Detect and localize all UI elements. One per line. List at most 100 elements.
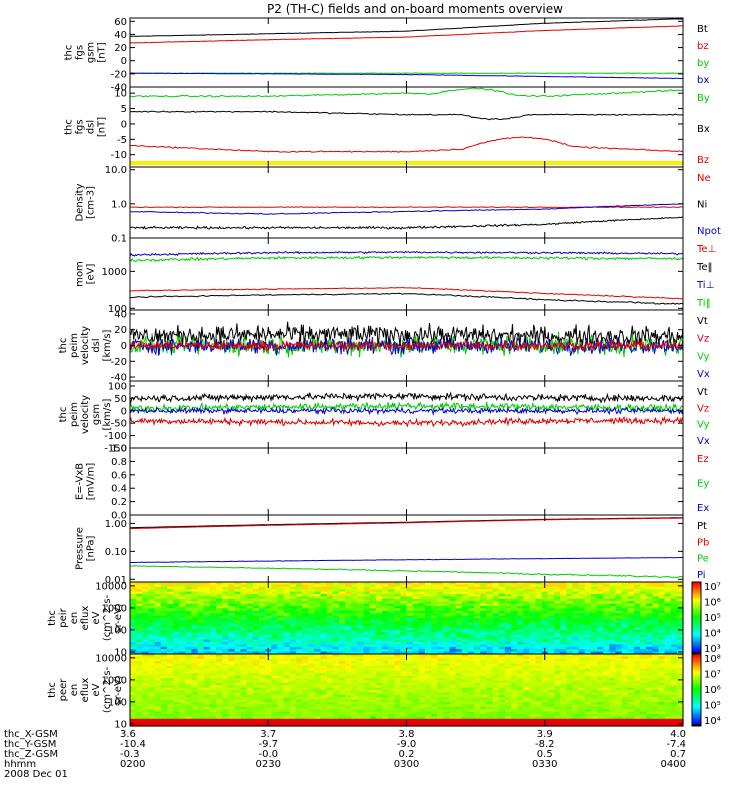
spectrogram-cell	[234, 632, 242, 636]
spectrogram-cell	[179, 615, 186, 619]
spectrogram-cell	[332, 697, 340, 701]
spectrogram-cell	[320, 615, 328, 619]
spectrogram-cell	[590, 598, 598, 602]
spectrogram-cell	[136, 601, 143, 605]
spectrogram-cell	[130, 596, 137, 600]
spectrogram-cell	[381, 651, 389, 655]
spectrogram-cell	[160, 646, 168, 650]
spectrogram-cell	[160, 639, 168, 643]
spectrogram-cell	[529, 644, 537, 648]
spectrogram-cell	[424, 618, 432, 621]
spectrogram-cell	[547, 639, 555, 643]
spectrogram-cell	[302, 656, 309, 660]
spectrogram-cell	[166, 608, 174, 612]
spectrogram-cell	[308, 625, 315, 629]
spectrogram-cell	[160, 699, 168, 703]
spectrogram-cell	[529, 620, 537, 624]
spectrogram-cell	[271, 594, 278, 597]
spectrogram-cell	[142, 610, 149, 614]
spectrogram-cell	[670, 610, 678, 614]
spectrogram-cell	[252, 651, 260, 655]
legend-entry: Ti⊥	[696, 280, 714, 291]
spectrogram-cell	[363, 685, 371, 689]
spectrogram-cell	[615, 675, 623, 679]
spectrogram-cell	[664, 685, 672, 689]
spectrogram-cell	[136, 584, 143, 588]
spectrogram-cell	[357, 699, 364, 703]
spectrogram-cell	[572, 699, 580, 703]
spectrogram-cell	[578, 675, 586, 679]
spectrogram-cell	[633, 608, 641, 612]
spectrogram-cell	[388, 675, 395, 679]
spectrogram-cell	[154, 615, 162, 619]
spectrogram-cell	[523, 625, 530, 629]
spectrogram-cell	[136, 697, 143, 701]
ylabel-line: eV	[91, 611, 102, 624]
spectrogram-cell	[621, 649, 629, 653]
spectrogram-cell	[228, 680, 235, 684]
spectrogram-cell	[173, 675, 180, 679]
spectrogram-cell	[412, 606, 420, 609]
spectrogram-cell	[191, 601, 199, 605]
spectrogram-cell	[271, 694, 278, 698]
spectrogram-cell	[160, 606, 168, 609]
spectrogram-cell	[615, 608, 623, 612]
colorbar-step	[692, 652, 701, 655]
spectrogram-cell	[240, 589, 248, 593]
spectrogram-cell	[246, 637, 254, 641]
spectrogram-cell	[265, 594, 272, 597]
spectrogram-cell	[179, 613, 186, 617]
spectrogram-cell	[646, 682, 653, 686]
spectrogram-cell	[443, 644, 451, 648]
series-Bz	[129, 136, 684, 153]
spectrogram-cell	[535, 606, 543, 609]
spectrogram-cell	[547, 642, 555, 645]
spectrogram-cell	[209, 625, 217, 629]
spectrogram-cell	[136, 582, 143, 585]
spectrogram-cell	[345, 622, 352, 626]
spectrogram-cell	[388, 644, 395, 648]
spectrogram-cell	[603, 584, 610, 588]
spectrogram-cell	[154, 697, 162, 701]
spectrogram-cell	[431, 632, 438, 636]
spectrogram-cell	[523, 622, 530, 626]
spectrogram-cell	[621, 603, 629, 607]
spectrogram-cell	[283, 656, 291, 660]
spectrogram-cell	[308, 610, 315, 614]
spectrogram-cell	[191, 651, 199, 655]
spectrogram-cell	[640, 639, 647, 643]
spectrogram-cell	[443, 658, 451, 662]
spectrogram-cell	[486, 699, 494, 703]
spectrogram-cell	[652, 670, 659, 674]
spectrogram-cell	[308, 594, 315, 597]
spectrogram-cell	[621, 618, 629, 621]
spectrogram-cell	[443, 646, 451, 650]
spectrogram-cell	[529, 594, 537, 597]
spectrogram-cell	[590, 630, 598, 633]
spectrogram-cell	[295, 668, 303, 672]
spectrogram-cell	[228, 654, 235, 657]
spectrogram-cell	[283, 692, 291, 696]
spectrogram-cell	[492, 618, 500, 621]
spectrogram-cell	[240, 620, 248, 624]
spectrogram-cell	[418, 668, 426, 672]
spectrogram-cell	[474, 582, 481, 585]
spectrogram-cell	[437, 606, 444, 609]
spectrogram-cell	[332, 656, 340, 660]
spectrogram-cell	[652, 699, 659, 703]
spectrogram-cell	[345, 613, 352, 617]
spectrogram-cell	[467, 630, 475, 633]
spectrogram-cell	[560, 697, 567, 701]
spectrogram-cell	[633, 630, 641, 633]
spectrogram-cell	[492, 685, 500, 689]
spectrogram-cell	[455, 697, 463, 701]
spectrogram-cell	[547, 620, 555, 624]
spectrogram-cell	[437, 591, 444, 595]
spectrogram-cell	[160, 668, 168, 672]
spectrogram-cell	[603, 687, 610, 691]
spectrogram-cell	[271, 656, 278, 660]
spectrogram-cell	[320, 584, 328, 588]
spectrogram-cell	[437, 692, 444, 696]
spectrogram-cell	[424, 589, 432, 593]
